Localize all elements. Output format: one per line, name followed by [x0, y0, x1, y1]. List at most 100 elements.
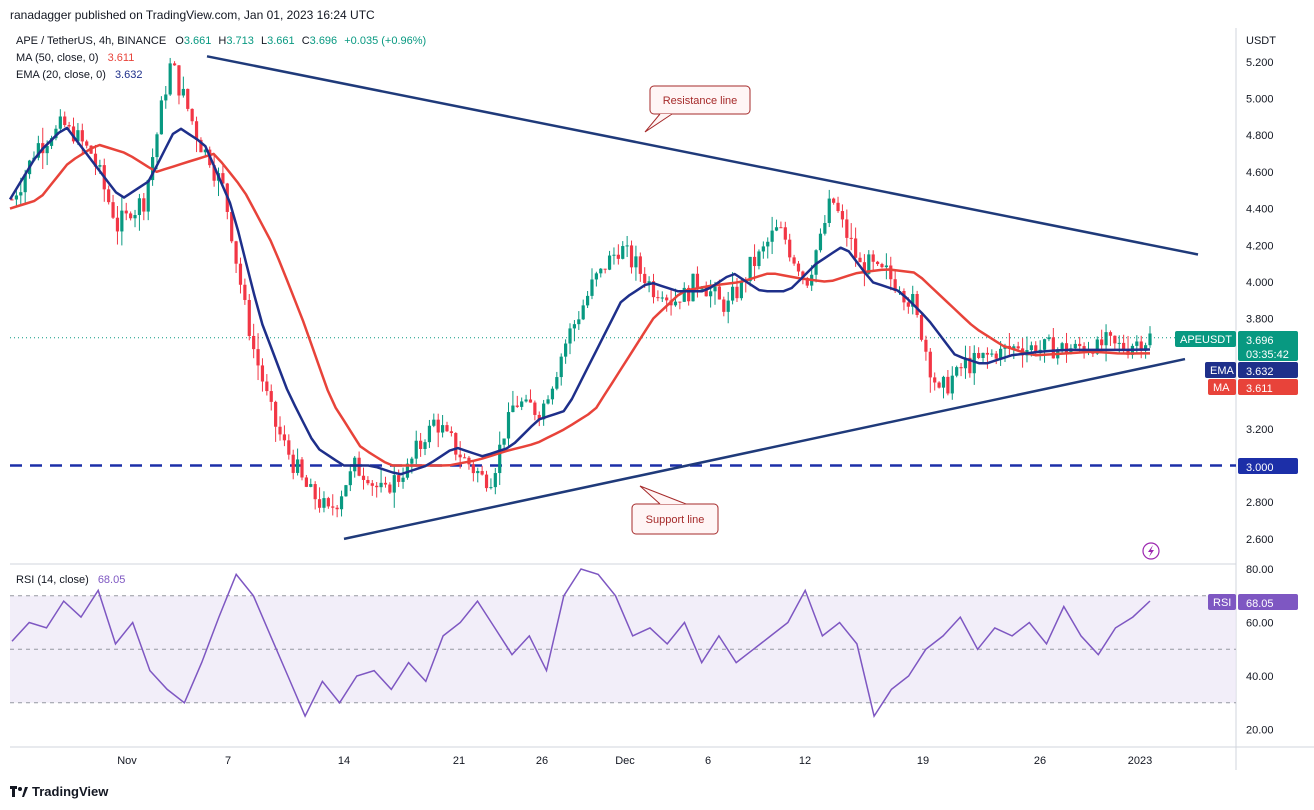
symbol-legend[interactable]: APE / TetherUS, 4h, BINANCE O3.661 H3.71…: [16, 35, 426, 47]
open-value: 3.661: [183, 35, 212, 47]
candle-body: [832, 198, 836, 203]
rsi-badge-tag: RSI: [1213, 597, 1231, 609]
rsi-tick: 20.00: [1246, 725, 1274, 737]
price-badges: 3.696 03:35:42 APEUSDT 3.632 EMA 3.611 MA 3.000…: [1175, 331, 1298, 610]
candle: [840, 204, 845, 228]
candle-body: [713, 286, 717, 292]
candle-body: [568, 328, 572, 344]
candle: [269, 384, 273, 411]
candle-body: [1117, 342, 1121, 344]
candle-body: [76, 130, 80, 142]
candle: [357, 451, 361, 477]
ma-legend[interactable]: MA (50, close, 0) 3.611: [16, 52, 134, 64]
candle: [937, 381, 941, 389]
candle: [142, 192, 146, 221]
candle: [687, 285, 691, 306]
candle-body: [779, 227, 783, 229]
candle-body: [739, 281, 743, 299]
ma50-line: [9, 143, 1150, 467]
candle: [339, 490, 344, 517]
candle-body: [977, 352, 981, 359]
time-tick: 2023: [1128, 755, 1152, 767]
candle-body: [326, 498, 330, 507]
candle-body: [533, 402, 537, 415]
candle-body: [1060, 343, 1064, 350]
candle: [933, 372, 937, 391]
candle: [524, 394, 528, 403]
close-value: 3.696: [309, 35, 338, 47]
candle: [559, 353, 563, 386]
candle: [858, 252, 862, 263]
candle: [252, 323, 256, 359]
candle: [783, 221, 787, 245]
price-tick: 4.600: [1246, 167, 1274, 179]
ema-legend[interactable]: EMA (20, close, 0) 3.632: [16, 69, 142, 81]
candle: [489, 478, 493, 490]
candle-body: [361, 475, 366, 480]
candle: [274, 400, 278, 442]
candle: [564, 339, 568, 364]
candle: [331, 494, 335, 516]
price-tick: 3.800: [1246, 314, 1274, 326]
rsi-legend[interactable]: RSI (14, close) 68.05: [16, 574, 125, 586]
candle-body: [990, 353, 994, 355]
candle-body: [854, 238, 858, 258]
candle: [291, 449, 295, 480]
candle-body: [1135, 341, 1139, 346]
candle: [194, 116, 199, 153]
candle-body: [493, 473, 497, 488]
rsi-tick: 40.00: [1246, 671, 1274, 683]
candle-body: [1139, 341, 1143, 351]
candle: [924, 335, 928, 361]
candle-body: [1100, 339, 1104, 346]
candle-body: [212, 165, 216, 181]
candle: [875, 260, 880, 266]
candle-body: [243, 284, 247, 300]
candle-body: [647, 281, 651, 284]
candle: [726, 291, 730, 324]
candle-body: [392, 475, 396, 493]
candle-body: [449, 431, 453, 434]
ema-badge-text: 3.632: [1246, 366, 1274, 378]
candle: [779, 221, 783, 229]
candle-body: [410, 458, 414, 464]
candle: [528, 389, 533, 403]
candle-body: [928, 351, 932, 378]
candle-body: [590, 279, 594, 296]
candle-body: [344, 485, 348, 497]
candle: [348, 466, 352, 492]
price-badge-tag-bg: [1175, 331, 1236, 347]
candle-body: [889, 265, 893, 280]
candle-body: [792, 257, 796, 264]
candle-body: [388, 484, 392, 493]
candle-body: [950, 375, 954, 394]
tradingview-icon: [10, 785, 28, 798]
ema-value: 3.632: [114, 69, 143, 81]
candle-body: [339, 496, 344, 510]
candle-body: [695, 273, 700, 290]
candle-body: [93, 153, 98, 167]
candle-body: [282, 434, 287, 441]
candle-body: [818, 233, 823, 251]
candle-body: [871, 254, 875, 262]
candle-body: [638, 256, 642, 274]
tradingview-logo[interactable]: TradingView: [10, 784, 108, 799]
candle: [480, 465, 484, 476]
candle-body: [788, 239, 792, 258]
rsi-badge: 68.05 RSI: [1208, 594, 1298, 610]
ema20-line: [8, 126, 1151, 476]
candle-body: [915, 294, 919, 316]
support-callout: Support line: [631, 485, 719, 535]
candle-body: [1051, 337, 1055, 359]
candle-body: [559, 356, 563, 378]
candle: [151, 148, 155, 186]
trendlines[interactable]: [206, 55, 1199, 541]
candle: [752, 244, 757, 282]
lightning-icon-bolt: [1148, 545, 1154, 557]
candle-body: [941, 376, 946, 388]
candle-body: [1144, 345, 1148, 351]
candle-body: [331, 506, 335, 508]
candle: [383, 476, 388, 488]
candle-body: [1029, 345, 1033, 351]
